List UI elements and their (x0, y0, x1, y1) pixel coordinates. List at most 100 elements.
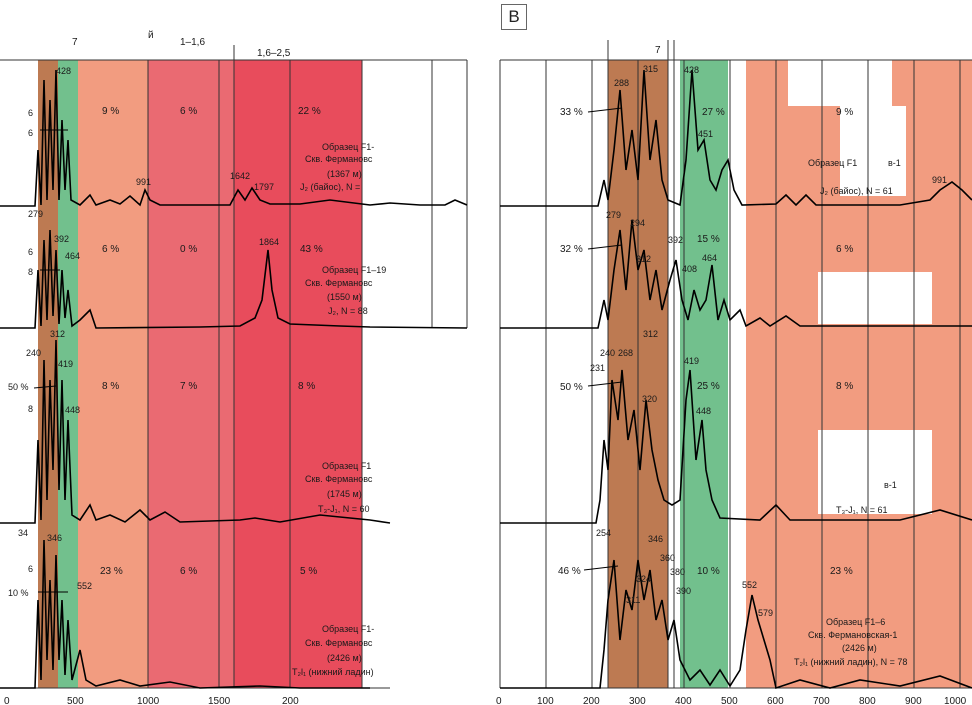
left-xtick-2000: 200 (282, 696, 299, 705)
left-s3-cap-3: (1745 м) (327, 489, 362, 499)
right-spectra (500, 69, 972, 690)
right-s4-peak-9: 579 (758, 608, 773, 618)
right-peak-labels: 288 315 428 451 991 279 294 392 312 408 … (590, 64, 947, 618)
left-band-green (58, 60, 78, 688)
right-xtick-200: 200 (583, 696, 600, 705)
right-s1-peak-1: 288 (614, 78, 629, 88)
left-xtick-0: 0 (4, 696, 10, 705)
left-s2-partial-2: 8 (28, 267, 33, 277)
left-s1-peak-2: 991 (136, 177, 151, 187)
right-xtick-700: 700 (813, 696, 830, 705)
right-xtick-400: 400 (675, 696, 692, 705)
right-xtick-300: 300 (629, 696, 646, 705)
right-s3-peak-1: 240 (600, 348, 615, 358)
right-s1-peak-5: 991 (932, 175, 947, 185)
right-s3-peak-7: 448 (696, 406, 711, 416)
left-s1-pct-2: 6 % (180, 106, 197, 117)
right-erase-1 (788, 60, 892, 106)
right-panel-grid (499, 40, 972, 689)
right-xtick-0: 0 (496, 696, 502, 705)
left-s1-peak-5: 279 (28, 209, 43, 219)
left-s4-cap-4: T₂l₁ (нижний ладин) (292, 667, 374, 677)
right-s4-cap-2: Скв. Фермановская-1 (808, 630, 897, 640)
left-s3-cap-1: Образец F1 (322, 461, 371, 471)
left-s2-pct-2: 0 % (180, 244, 197, 255)
right-s2-peak-3: 312 (636, 254, 651, 264)
left-s2-pct-1: 6 % (102, 244, 119, 255)
right-s2-peak-4: 408 (682, 264, 697, 274)
right-s2-peak-2: 392 (668, 235, 683, 245)
left-xtick-1000: 1000 (137, 696, 160, 705)
right-s4-peak-5: 390 (676, 586, 691, 596)
right-s2-pct-3: 6 % (836, 244, 853, 255)
left-s2-cap-2: Скв. Фермановс (305, 278, 373, 288)
left-s3-pct-1: 8 % (102, 381, 119, 392)
left-s2-pct-3: 43 % (300, 244, 323, 255)
right-s4-pct-2: 10 % (697, 566, 720, 577)
right-xtick-1000: 1000 (944, 696, 967, 705)
left-header-3: 1,6–2,5 (257, 48, 291, 59)
left-spectrum-3 (0, 339, 391, 524)
left-s4-peak-2: 552 (77, 581, 92, 591)
left-s1-pct-3: 22 % (298, 106, 321, 117)
left-s3-partial-1: 50 % (8, 382, 29, 392)
left-s1-cap-3: (1367 м) (327, 169, 362, 179)
left-s1-cap-4: J₂ (байос), N = (300, 182, 360, 192)
right-erase-2 (840, 106, 906, 196)
left-spectrum-2 (0, 229, 468, 329)
left-s3-cap-2: Скв. Фермановс (305, 474, 373, 484)
right-s3-peak-6: 320 (642, 394, 657, 404)
right-s1-peak-6: 279 (606, 210, 621, 220)
left-s4-pct-2: 6 % (180, 566, 197, 577)
left-band-red (234, 60, 362, 688)
right-s4-peak-8: 552 (742, 580, 757, 590)
right-s3-cap-2: T₃-J₁, N = 61 (836, 505, 887, 515)
left-s2-peak-3: 1864 (259, 237, 279, 247)
right-s4-cap-4: T₂l₁ (нижний ладин), N = 78 (794, 657, 907, 667)
right-s1-cap-2: в-1 (888, 158, 901, 168)
right-s1-cap-1: Образец F1 (808, 158, 857, 168)
left-s4-partial-1: 34 (18, 528, 28, 538)
left-s3-peak-3: 448 (65, 405, 80, 415)
right-s4-cap-3: (2426 м) (842, 643, 877, 653)
right-s3-cap-1: в-1 (884, 480, 897, 490)
right-captions: Образец F1 в-1 J₂ (байос), N = 61 в-1 T₃… (794, 158, 907, 667)
left-s2-cap-4: J₂, N = 88 (328, 306, 368, 316)
right-s2-peak-1: 294 (630, 218, 645, 228)
right-s1-pct-1: 33 % (560, 107, 583, 118)
left-s3-peak-2: 419 (58, 359, 73, 369)
right-s3-peak-5: 419 (684, 356, 699, 366)
left-s2-cap-1: Образец F1–19 (322, 265, 386, 275)
left-band-pink (148, 60, 234, 688)
right-s3-pct-3: 8 % (836, 381, 853, 392)
left-panel-grid (0, 45, 468, 689)
left-s1-cap-1: Образец F1- (322, 142, 374, 152)
left-xtick-1500: 1500 (208, 696, 231, 705)
right-s1-pct-2: 27 % (702, 107, 725, 118)
right-spectrum-3 (500, 369, 972, 524)
left-s1-partial-1: 6 (28, 108, 33, 118)
left-s3-pct-2: 7 % (180, 381, 197, 392)
right-panel-bands (608, 60, 972, 688)
left-s4-cap-3: (2426 м) (327, 653, 362, 663)
left-xtick-500: 500 (67, 696, 84, 705)
left-panel-bands (38, 60, 362, 688)
right-s3-pct-1: 50 % (560, 382, 583, 393)
left-s4-cap-1: Образец F1- (322, 624, 374, 634)
right-erase-4 (818, 430, 932, 514)
left-s2-partial-1: 6 (28, 247, 33, 257)
right-xticks: 0 100 200 300 400 500 600 700 800 900 10… (496, 696, 967, 705)
left-s2-peak-1: 392 (54, 234, 69, 244)
left-s1-partial-2: 6 (28, 128, 33, 138)
left-spectrum-4 (0, 539, 370, 689)
right-xtick-100: 100 (537, 696, 554, 705)
left-s2-peak-4: 312 (50, 329, 65, 339)
left-header-2: 1–1,6 (180, 37, 205, 48)
right-band-green (680, 60, 728, 688)
left-s4-pct-3: 5 % (300, 566, 317, 577)
right-spectrum-4 (500, 559, 972, 690)
left-spectrum-1 (0, 69, 468, 207)
right-leaders (33, 107, 623, 593)
right-s2-pct-1: 32 % (560, 244, 583, 255)
